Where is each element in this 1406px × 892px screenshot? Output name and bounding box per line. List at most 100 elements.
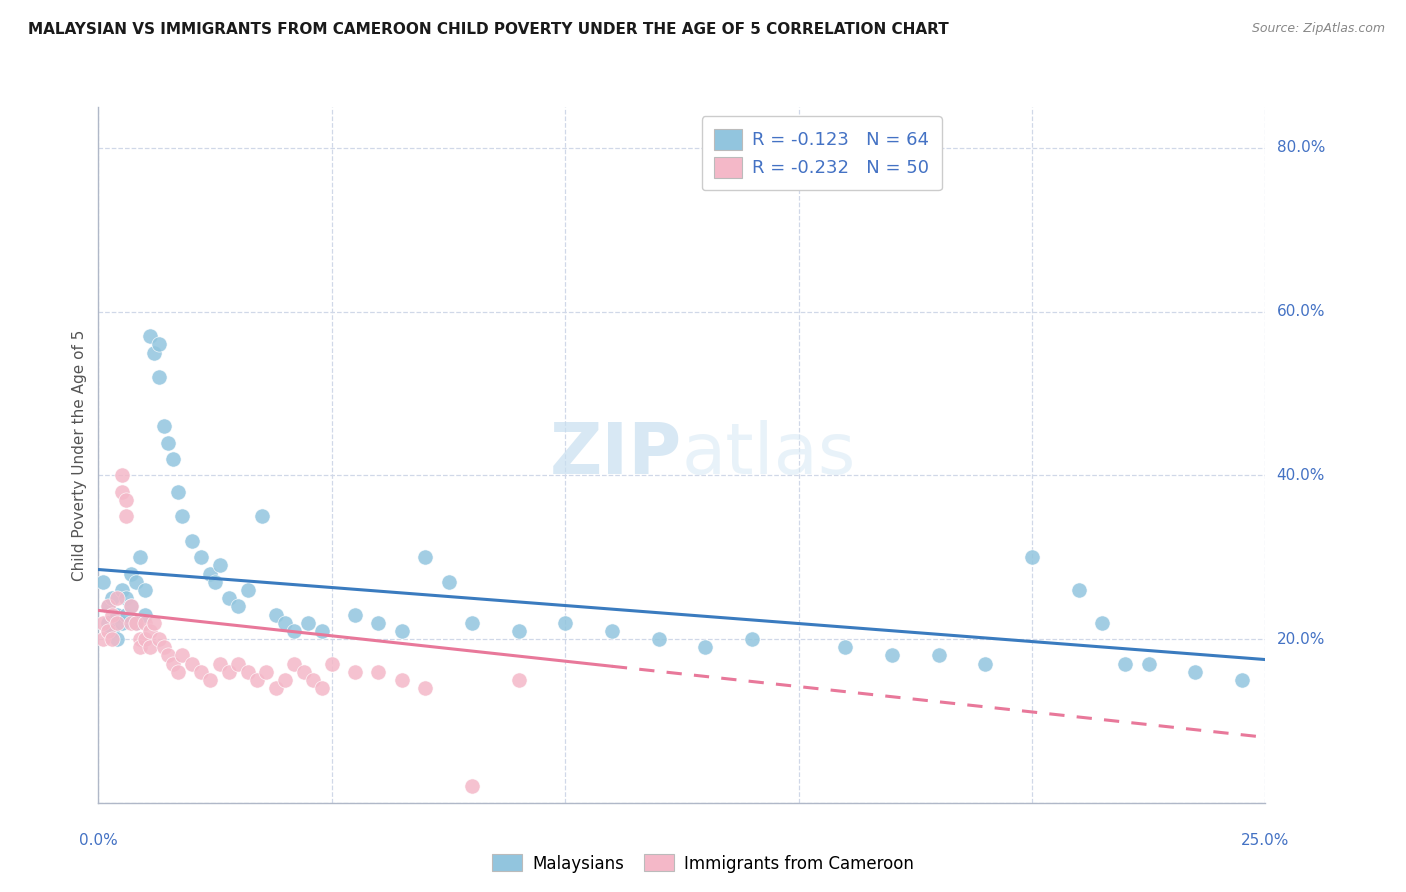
Point: [292, 665, 315, 679]
Point: [129, 640, 152, 655]
Point: [97, 624, 120, 638]
Point: [115, 509, 138, 524]
Text: 25.0%: 25.0%: [1241, 833, 1289, 848]
Point: [120, 615, 142, 630]
Point: [208, 558, 231, 573]
Point: [143, 345, 166, 359]
Point: [204, 574, 226, 589]
Point: [157, 435, 180, 450]
Point: [208, 657, 231, 671]
Point: [200, 673, 222, 687]
Point: [283, 657, 305, 671]
Point: [200, 566, 222, 581]
Point: [834, 640, 856, 655]
Text: atlas: atlas: [682, 420, 856, 490]
Point: [391, 624, 413, 638]
Text: 80.0%: 80.0%: [1277, 140, 1324, 155]
Point: [508, 624, 530, 638]
Point: [139, 640, 162, 655]
Point: [554, 615, 576, 630]
Point: [236, 665, 259, 679]
Point: [1137, 657, 1160, 671]
Point: [91, 632, 114, 646]
Point: [105, 591, 128, 606]
Point: [302, 673, 325, 687]
Point: [162, 657, 184, 671]
Point: [115, 591, 138, 606]
Point: [148, 337, 170, 351]
Text: 0.0%: 0.0%: [79, 833, 118, 848]
Point: [172, 648, 194, 663]
Point: [413, 550, 436, 565]
Point: [344, 665, 367, 679]
Point: [125, 615, 148, 630]
Point: [125, 615, 148, 630]
Point: [105, 632, 128, 646]
Point: [283, 624, 305, 638]
Point: [461, 780, 484, 794]
Point: [139, 329, 162, 343]
Point: [508, 673, 530, 687]
Point: [461, 615, 484, 630]
Point: [148, 370, 170, 384]
Point: [367, 615, 389, 630]
Point: [111, 468, 134, 483]
Point: [228, 657, 250, 671]
Point: [1021, 550, 1043, 565]
Point: [129, 550, 152, 565]
Point: [120, 566, 142, 581]
Text: 60.0%: 60.0%: [1277, 304, 1324, 319]
Point: [1230, 673, 1253, 687]
Point: [105, 615, 128, 630]
Text: 20.0%: 20.0%: [1277, 632, 1324, 647]
Point: [880, 648, 903, 663]
Point: [344, 607, 367, 622]
Point: [250, 509, 273, 524]
Point: [180, 657, 202, 671]
Point: [1184, 665, 1206, 679]
Point: [101, 591, 124, 606]
Legend: Malaysians, Immigrants from Cameroon: Malaysians, Immigrants from Cameroon: [485, 847, 921, 880]
Point: [115, 607, 138, 622]
Point: [647, 632, 669, 646]
Point: [391, 673, 413, 687]
Point: [437, 574, 460, 589]
Point: [695, 640, 717, 655]
Point: [97, 599, 120, 614]
Point: [311, 681, 333, 696]
Point: [134, 582, 156, 597]
Point: [1114, 657, 1136, 671]
Point: [101, 632, 124, 646]
Text: 40.0%: 40.0%: [1277, 468, 1324, 483]
Point: [974, 657, 997, 671]
Point: [218, 591, 240, 606]
Point: [166, 665, 188, 679]
Point: [190, 550, 212, 565]
Point: [143, 615, 166, 630]
Point: [115, 492, 138, 507]
Point: [101, 624, 124, 638]
Point: [218, 665, 240, 679]
Point: [928, 648, 950, 663]
Point: [101, 607, 124, 622]
Text: Source: ZipAtlas.com: Source: ZipAtlas.com: [1251, 22, 1385, 36]
Point: [264, 681, 287, 696]
Point: [236, 582, 259, 597]
Point: [367, 665, 389, 679]
Point: [228, 599, 250, 614]
Point: [297, 615, 319, 630]
Legend: R = -0.123   N = 64, R = -0.232   N = 50: R = -0.123 N = 64, R = -0.232 N = 50: [702, 116, 942, 190]
Point: [321, 657, 343, 671]
Point: [311, 624, 333, 638]
Point: [120, 599, 142, 614]
Point: [125, 574, 148, 589]
Point: [97, 615, 120, 630]
Point: [180, 533, 202, 548]
Text: ZIP: ZIP: [550, 420, 682, 490]
Point: [413, 681, 436, 696]
Point: [152, 640, 174, 655]
Point: [91, 615, 114, 630]
Point: [134, 615, 156, 630]
Point: [111, 582, 134, 597]
Text: MALAYSIAN VS IMMIGRANTS FROM CAMEROON CHILD POVERTY UNDER THE AGE OF 5 CORRELATI: MALAYSIAN VS IMMIGRANTS FROM CAMEROON CH…: [28, 22, 949, 37]
